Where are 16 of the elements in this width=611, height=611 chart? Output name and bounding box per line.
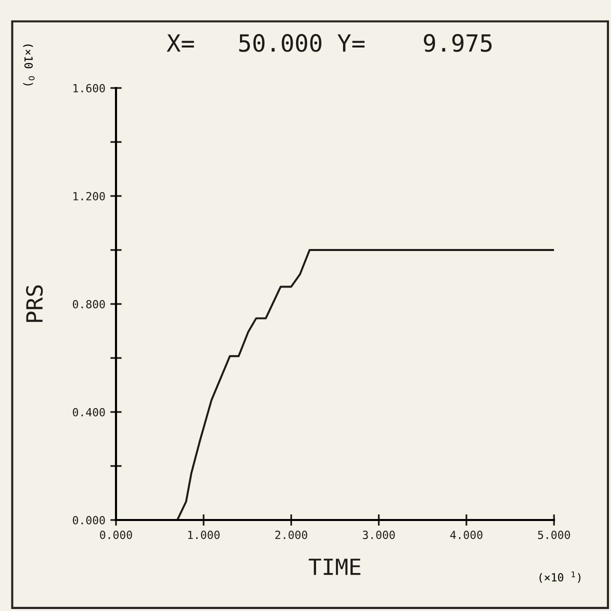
y-tick-label: 1.200 bbox=[73, 192, 105, 200]
x-tick-label: 0.000 bbox=[100, 530, 132, 540]
y-tick-label: 0.800 bbox=[72, 300, 105, 308]
y-axis-title: PRS bbox=[26, 285, 43, 322]
x-tick-label: 2.000 bbox=[275, 530, 308, 540]
x-tick-label: 1.000 bbox=[188, 530, 220, 540]
y-tick-label: 0.400 bbox=[72, 408, 105, 416]
x-axis-title: TIME bbox=[308, 558, 360, 575]
x-tick-label: 3.000 bbox=[362, 530, 395, 540]
chart-title: X= 50.000 Y= 9.975 bbox=[166, 34, 492, 52]
text: (×10 $^{1}$) bbox=[540, 571, 580, 583]
x-tick-label: 5.000 bbox=[538, 530, 570, 540]
y-tick-label: 0.000 bbox=[72, 516, 105, 524]
text: (×10 $^{0}$) bbox=[23, 44, 35, 86]
y-tick-label: 1.600 bbox=[73, 84, 105, 92]
x-tick-label: 4.000 bbox=[450, 530, 482, 540]
